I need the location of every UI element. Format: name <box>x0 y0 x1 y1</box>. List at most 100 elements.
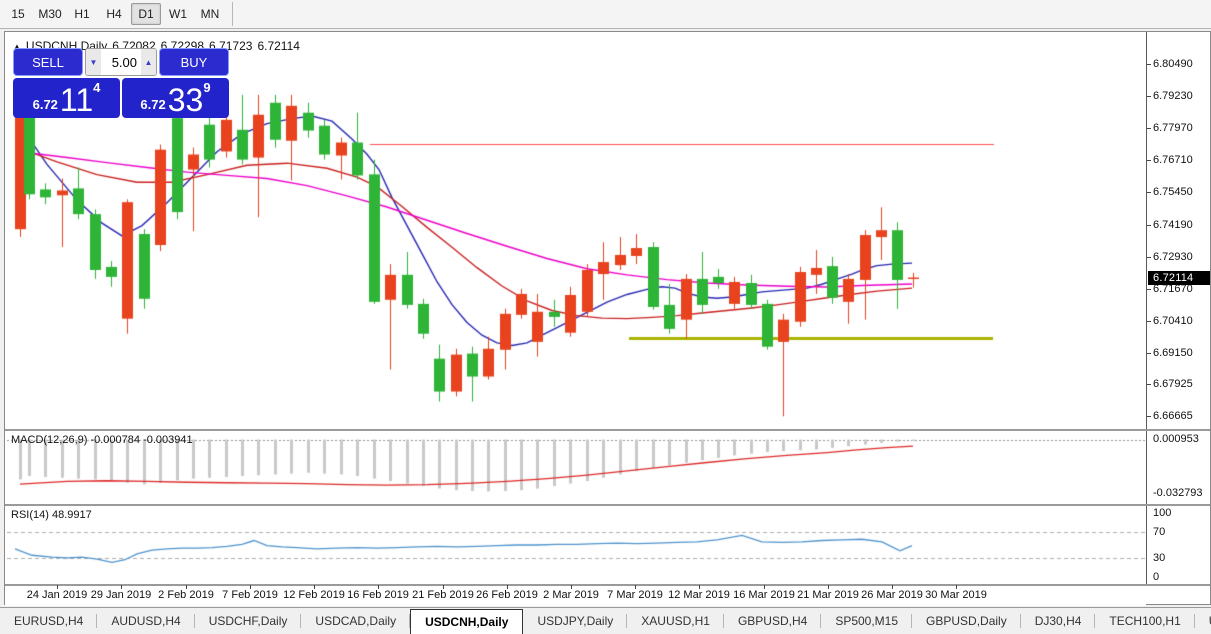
date-tick-label: 26 Feb 2019 <box>476 589 538 601</box>
timeframe-button-h4[interactable]: H4 <box>106 7 122 21</box>
date-tick-label: 24 Jan 2019 <box>26 589 88 601</box>
macd-axis: 0.000953 -0.032793 <box>1146 431 1210 504</box>
sell-price-quote[interactable]: 6.72 11 4 <box>13 78 120 118</box>
date-tick-label: 21 Mar 2019 <box>797 589 859 601</box>
current-price-tag: 6.72114 <box>1148 270 1210 285</box>
sell-price-prefix: 6.72 <box>32 97 58 112</box>
timeframe-button-mn[interactable]: MN <box>200 7 220 21</box>
date-tick-label: 2 Feb 2019 <box>158 589 214 601</box>
price-tick-mark <box>1147 128 1151 130</box>
chart-tab-usdchf[interactable]: USDCHF,Daily <box>195 608 302 634</box>
chart-tab-bar: EURUSD,H4 AUDUSD,H4 USDCHF,Daily USDCAD,Dai… <box>0 607 1211 634</box>
rsi-panel-divider[interactable] <box>5 504 1210 506</box>
rsi-chart-canvas[interactable] <box>7 507 1146 582</box>
date-tick-label: 7 Mar 2019 <box>607 589 663 601</box>
date-tick-label: 12 Mar 2019 <box>668 589 730 601</box>
price-tick-label: 6.66665 <box>1153 410 1193 423</box>
chart-window: ▲ USDCNH,Daily 6.72082 6.72298 6.71723 6… <box>4 31 1211 606</box>
date-tick-mark <box>186 585 187 589</box>
chart-tab-dj30[interactable]: DJ30,H4 <box>1021 608 1096 634</box>
rsi-tick-label: 0 <box>1153 571 1160 583</box>
volume-input[interactable] <box>101 49 141 75</box>
date-tick-label: 16 Feb 2019 <box>347 589 409 601</box>
price-tick-label: 6.71670 <box>1153 282 1193 295</box>
rsi-tick-label: 70 <box>1153 526 1166 539</box>
date-tick-mark <box>507 585 508 589</box>
date-tick-label: 16 Mar 2019 <box>733 589 795 601</box>
price-tick-mark <box>1147 384 1151 386</box>
date-tick-mark <box>635 585 636 589</box>
price-tick-label: 6.79230 <box>1153 90 1193 103</box>
rsi-tick-label: 100 <box>1153 507 1172 519</box>
chart-tab-usdcad[interactable]: USDCAD,Daily <box>301 608 410 634</box>
buy-price-quote[interactable]: 6.72 33 9 <box>122 78 229 118</box>
price-tick-label: 6.67925 <box>1153 378 1193 391</box>
price-tick-mark <box>1147 416 1151 418</box>
date-tick-mark <box>699 585 700 589</box>
date-tick-label: 7 Feb 2019 <box>222 589 278 601</box>
chart-tab-ukoil[interactable]: UKOil, <box>1195 608 1211 634</box>
timeframe-button-d1[interactable]: D1 <box>131 3 161 25</box>
rsi-indicator-label: RSI(14) 48.9917 <box>11 509 92 521</box>
timeframe-button-w1[interactable]: W1 <box>169 7 187 21</box>
price-tick-mark <box>1147 192 1151 194</box>
price-axis[interactable]: 6.80490 6.79230 6.77970 6.76710 6.75450 6.741… <box>1146 32 1210 429</box>
chart-tab-xauusd[interactable]: XAUUSD,H1 <box>627 608 724 634</box>
date-tick-mark <box>892 585 893 589</box>
chart-tab-usdjpy[interactable]: USDJPY,Daily <box>523 608 628 634</box>
volume-increase-button[interactable]: ▲ <box>141 49 156 75</box>
macd-panel-divider[interactable] <box>5 429 1210 431</box>
price-tick-label: 6.77970 <box>1153 122 1193 135</box>
price-tick-label: 6.69150 <box>1153 347 1193 360</box>
date-tick-mark <box>314 585 315 589</box>
chart-tab-eurusd[interactable]: EURUSD,H4 <box>0 608 98 634</box>
timeframe-button-h1[interactable]: H1 <box>74 7 90 21</box>
price-tick-mark <box>1147 288 1151 290</box>
date-tick-label: 29 Jan 2019 <box>90 589 152 601</box>
buy-button[interactable]: BUY <box>159 48 229 76</box>
timeframe-toolbar: 15 M30 H1 H4 D1 W1 MN <box>0 0 1211 29</box>
date-axis-divider <box>5 584 1210 586</box>
macd-axis-top: 0.000953 <box>1153 433 1199 445</box>
price-tick-label: 6.74190 <box>1153 218 1193 231</box>
date-axis[interactable]: 24 Jan 2019 29 Jan 2019 2 Feb 2019 7 Feb 20… <box>5 585 1146 606</box>
date-tick-label: 30 Mar 2019 <box>925 589 987 601</box>
ohlc-close: 6.72114 <box>257 39 300 53</box>
chart-tab-gbpusd[interactable]: GBPUSD,H4 <box>724 608 822 634</box>
one-click-trade-panel: SELL ▼ ▲ BUY 6.72 11 4 6.72 33 9 <box>13 48 229 118</box>
price-tick-mark <box>1147 224 1151 226</box>
price-tick-mark <box>1147 353 1151 355</box>
date-tick-mark <box>571 585 572 589</box>
date-tick-mark <box>250 585 251 589</box>
buy-price-prefix: 6.72 <box>140 97 166 112</box>
collapse-panel-icon[interactable]: ▲ <box>13 41 21 51</box>
chart-tab-gbpusd[interactable]: GBPUSD,Daily <box>912 608 1021 634</box>
price-tick-mark <box>1147 160 1151 162</box>
date-tick-mark <box>828 585 829 589</box>
date-tick-label: 2 Mar 2019 <box>543 589 599 601</box>
date-tick-label: 12 Feb 2019 <box>283 589 345 601</box>
chart-tab-tech100[interactable]: TECH100,H1 <box>1095 608 1196 634</box>
timeframe-button-m30[interactable]: M30 <box>38 7 62 21</box>
date-tick-mark <box>121 585 122 589</box>
price-tick-label: 6.76710 <box>1153 154 1193 167</box>
chart-tab-audusd[interactable]: AUDUSD,H4 <box>97 608 196 634</box>
buy-price-point: 9 <box>203 80 211 95</box>
price-tick-label: 6.72930 <box>1153 250 1193 263</box>
price-tick-mark <box>1147 96 1151 98</box>
timeframe-button-15[interactable]: 15 <box>11 7 25 21</box>
macd-chart-canvas[interactable] <box>7 432 1146 502</box>
sell-price-pips: 11 <box>59 82 94 118</box>
chart-tab-sp500[interactable]: SP500,M15 <box>821 608 912 634</box>
rsi-tick-label: 30 <box>1153 551 1166 564</box>
buy-price-pips: 33 <box>167 82 204 118</box>
date-tick-label: 26 Mar 2019 <box>861 589 923 601</box>
price-tick-mark <box>1147 256 1151 258</box>
sell-button[interactable]: SELL <box>13 48 83 76</box>
volume-decrease-button[interactable]: ▼ <box>86 49 101 75</box>
price-tick-label: 6.75450 <box>1153 186 1193 199</box>
date-tick-mark <box>443 585 444 589</box>
chart-tab-usdcnh[interactable]: USDCNH,Daily <box>410 609 524 634</box>
price-tick-mark <box>1147 64 1151 66</box>
